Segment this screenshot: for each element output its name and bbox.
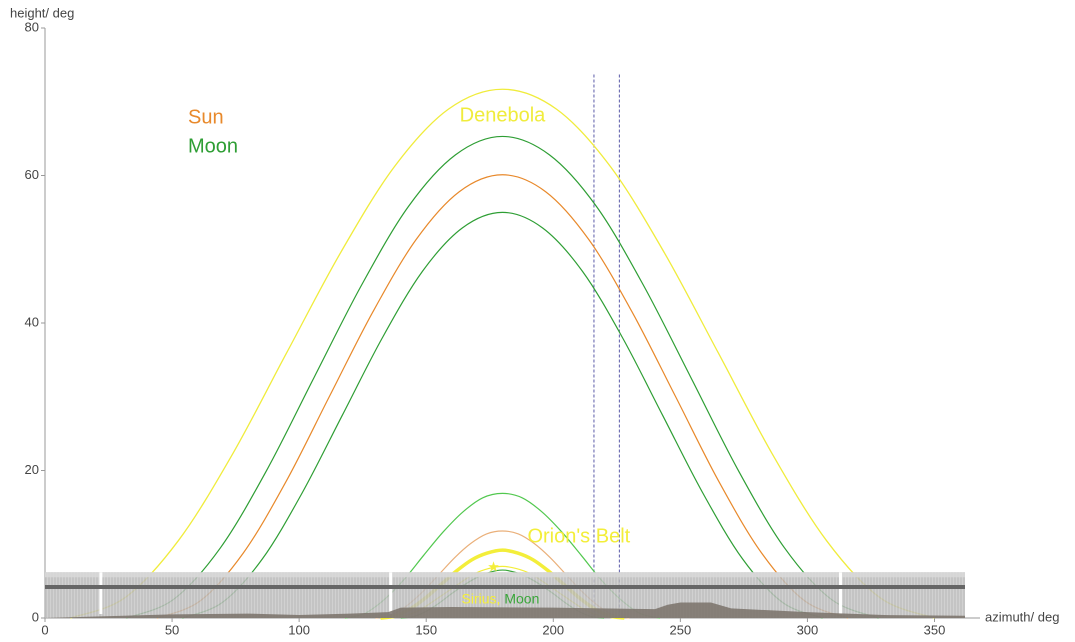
series-label: Sirius, Moon [462, 590, 540, 606]
y-axis-label: height/ deg [10, 5, 74, 20]
sky-path [126, 135, 879, 619]
x-tick-label: 350 [924, 622, 946, 637]
label-part: Sirius [462, 590, 497, 606]
x-tick-label: 100 [288, 622, 310, 637]
y-tick-label: 20 [25, 462, 39, 477]
series-label: Denebola [460, 104, 547, 126]
x-tick-label: 300 [797, 622, 819, 637]
legend-label: Sun [188, 106, 224, 128]
sky-path [70, 88, 935, 619]
x-tick-label: 250 [670, 622, 692, 637]
sky-path [182, 211, 823, 619]
legend-label: Moon [188, 135, 238, 157]
terrain [45, 602, 965, 618]
sky-path [156, 174, 849, 619]
star-marker: ★ [487, 559, 500, 575]
y-tick-label: 40 [25, 314, 39, 329]
y-tick-label: 60 [25, 167, 39, 182]
y-tick-label: 80 [25, 19, 39, 34]
y-tick-label: 0 [32, 609, 39, 624]
horizon-band-top [45, 572, 965, 578]
label-part: Moon [504, 590, 539, 606]
series-label: Orion's Belt [527, 525, 630, 547]
x-axis-label: azimuth/ deg [985, 609, 1059, 624]
x-tick-label: 200 [542, 622, 564, 637]
label-sep: , [497, 590, 505, 606]
x-tick-label: 0 [41, 622, 48, 637]
x-tick-label: 150 [415, 622, 437, 637]
x-tick-label: 50 [165, 622, 179, 637]
